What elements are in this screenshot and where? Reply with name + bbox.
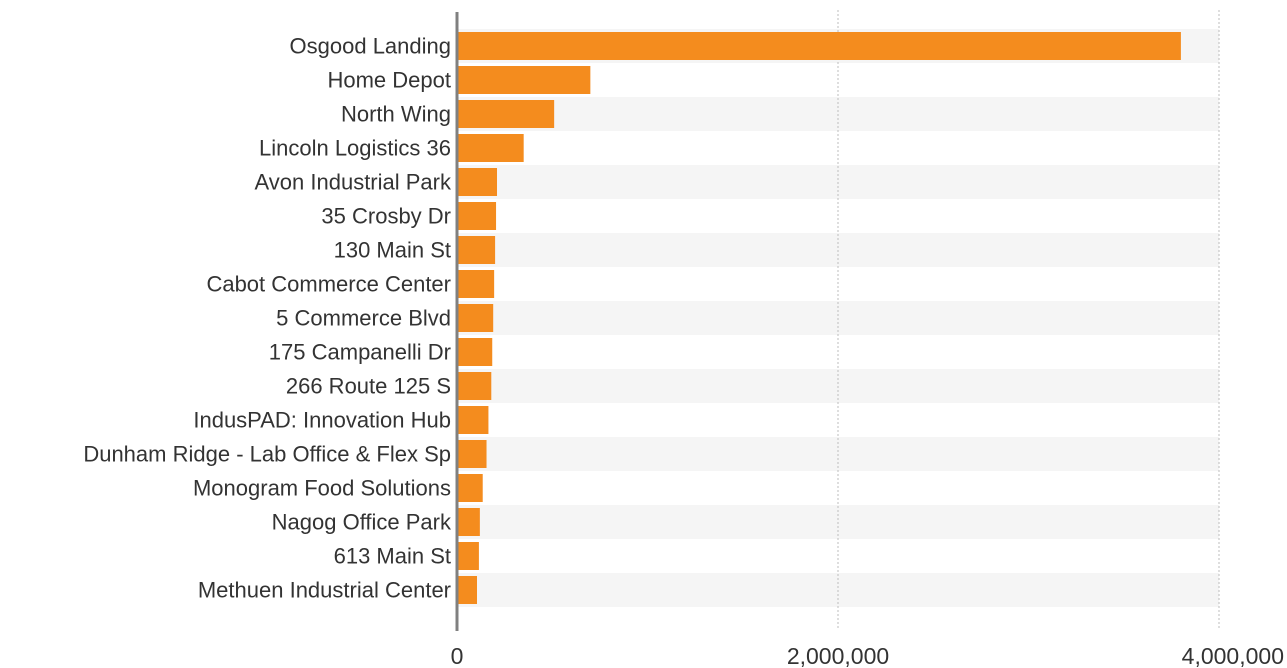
category-label: Cabot Commerce Center xyxy=(206,272,451,297)
category-label: Monogram Food Solutions xyxy=(193,476,451,501)
category-label: 130 Main St xyxy=(334,238,451,263)
bar xyxy=(457,304,494,332)
bar xyxy=(457,338,493,366)
x-tick-label: 2,000,000 xyxy=(787,643,889,668)
category-label: Nagog Office Park xyxy=(272,510,452,535)
bar xyxy=(457,508,480,536)
bar xyxy=(457,100,555,128)
bar xyxy=(457,576,478,604)
bar xyxy=(457,406,489,434)
bar xyxy=(457,440,487,468)
category-label: 5 Commerce Blvd xyxy=(276,306,451,331)
bar xyxy=(457,372,492,400)
bar xyxy=(457,474,483,502)
bar xyxy=(457,32,1181,60)
bars xyxy=(457,32,1181,604)
x-tick-label: 4,000,000 xyxy=(1182,643,1284,668)
category-labels: Osgood Landing Home Depot North Wing Lincol… xyxy=(83,34,452,603)
category-label: 613 Main St xyxy=(334,544,451,569)
bar xyxy=(457,134,524,162)
x-tick-labels: 0 2,000,000 4,000,000 xyxy=(451,643,1284,668)
bar xyxy=(457,168,498,196)
bar xyxy=(457,270,495,298)
category-label: IndusPAD: Innovation Hub xyxy=(193,408,451,433)
x-tick-label: 0 xyxy=(451,643,464,668)
category-label: Methuen Industrial Center xyxy=(198,578,451,603)
category-label: North Wing xyxy=(341,102,451,127)
category-label: Lincoln Logistics 36 xyxy=(259,136,451,161)
bar xyxy=(457,236,496,264)
category-label: Avon Industrial Park xyxy=(255,170,452,195)
category-label: Osgood Landing xyxy=(290,34,451,59)
category-label: 266 Route 125 S xyxy=(286,374,451,399)
grid-lines xyxy=(837,10,1220,629)
category-label: 35 Crosby Dr xyxy=(321,204,451,229)
bar xyxy=(457,202,497,230)
category-label: 175 Campanelli Dr xyxy=(269,340,451,365)
category-label: Dunham Ridge - Lab Office & Flex Sp xyxy=(83,442,451,467)
category-label: Home Depot xyxy=(327,68,451,93)
bar xyxy=(457,542,479,570)
bar xyxy=(457,66,591,94)
